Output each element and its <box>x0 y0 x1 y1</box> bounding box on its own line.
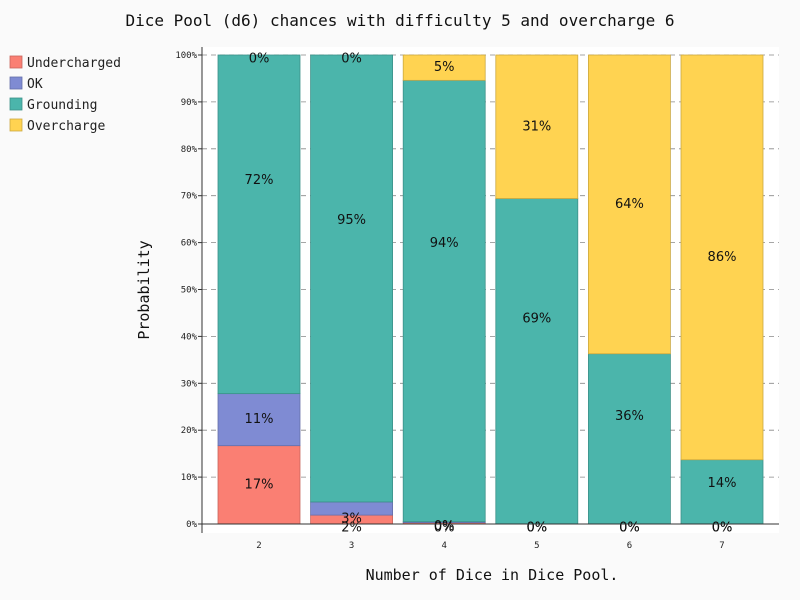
legend-label-grounding: Grounding <box>27 98 97 113</box>
y-tick-label: 50% <box>181 286 198 296</box>
data-label-overcharge-4: 5% <box>434 60 455 75</box>
bar-segment-overcharge-7 <box>680 54 764 461</box>
y-tick-label: 80% <box>181 145 198 155</box>
legend-label-overcharge: Overcharge <box>27 119 105 134</box>
bar-layer <box>217 54 764 525</box>
bar-segment-grounding-3 <box>310 54 394 503</box>
x-tick-label: 6 <box>627 541 632 551</box>
data-label-grounding-4: 94% <box>430 236 459 251</box>
data-label-ok-4: 0% <box>434 519 455 534</box>
legend-swatch-undercharged <box>9 55 23 69</box>
data-label-overcharge-7: 86% <box>708 250 737 265</box>
bar-segment-overcharge-4 <box>402 54 486 81</box>
data-label-ok-3: 3% <box>341 512 362 527</box>
data-label-grounding-6: 36% <box>615 409 644 424</box>
chart-title: Dice Pool (d6) chances with difficulty 5… <box>125 11 674 30</box>
y-tick-label: 90% <box>181 98 198 108</box>
y-tick-label: 30% <box>181 379 198 389</box>
data-label-ok-2: 11% <box>245 412 274 427</box>
x-tick-label: 3 <box>349 541 354 551</box>
data-label-grounding-7: 14% <box>708 476 737 491</box>
legend-swatch-ok <box>9 76 23 90</box>
bar-segment-grounding-2 <box>217 54 301 395</box>
bar-segment-overcharge-5 <box>495 54 579 199</box>
data-label-grounding-5: 69% <box>522 311 551 326</box>
legend-label-ok: OK <box>27 77 43 92</box>
y-tick-label: 0% <box>186 520 197 530</box>
x-tick-label: 5 <box>534 541 539 551</box>
data-label-ok-6: 0% <box>619 521 640 536</box>
x-tick-labels: 2 3 4 5 6 7 <box>256 541 724 551</box>
bar-segment-grounding-5 <box>495 198 579 525</box>
bar-segment-overcharge-6 <box>588 54 671 355</box>
legend-label-undercharged: Undercharged <box>27 56 121 71</box>
y-tick-label: 40% <box>181 332 198 342</box>
y-tick-label: 20% <box>181 426 198 436</box>
data-label-overcharge-5: 31% <box>522 119 551 134</box>
legend-swatch-grounding <box>9 97 23 111</box>
y-tick-label: 60% <box>181 239 198 249</box>
legend: Undercharged OK Grounding Overcharge <box>9 55 121 134</box>
y-tick-label: 100% <box>175 51 197 61</box>
bar-segment-ok-2 <box>217 393 301 447</box>
legend-swatch-overcharge <box>9 118 23 132</box>
x-tick-label: 2 <box>256 541 261 551</box>
data-label-ok-5: 0% <box>526 521 547 536</box>
x-tick-label: 7 <box>719 541 724 551</box>
y-tick-label: 70% <box>181 192 198 202</box>
bar-segment-grounding-4 <box>402 79 486 523</box>
data-label-overcharge-2: 0% <box>249 52 270 67</box>
bar-segment-grounding-7 <box>680 459 764 525</box>
y-tick-label: 10% <box>181 473 198 483</box>
data-label-grounding-3: 95% <box>337 213 366 228</box>
data-label-grounding-2: 72% <box>245 173 274 188</box>
x-tick-label: 4 <box>441 541 446 551</box>
data-label-undercharged-2: 17% <box>245 477 274 492</box>
y-tick-labels: 0% 10% 20% 30% 40% 50% 60% 70% 80% 90% 100% <box>175 51 202 530</box>
data-label-ok-7: 0% <box>712 521 733 536</box>
data-label-overcharge-3: 0% <box>341 52 362 67</box>
x-axis-label: Number of Dice in Dice Pool. <box>366 566 619 584</box>
data-label-overcharge-6: 64% <box>615 197 644 212</box>
bar-segment-grounding-6 <box>588 353 671 525</box>
y-axis-label: Probability <box>135 240 153 339</box>
